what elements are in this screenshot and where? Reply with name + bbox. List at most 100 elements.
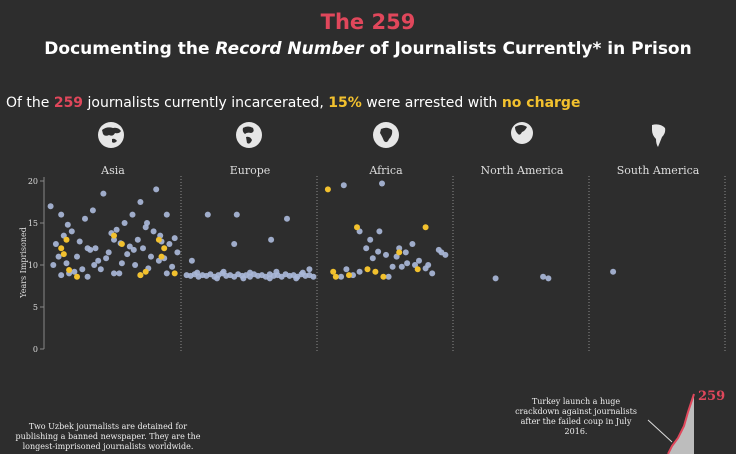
point-charged-asia bbox=[124, 251, 131, 258]
point-charged-europe bbox=[231, 241, 238, 247]
point-charged-africa bbox=[343, 266, 350, 273]
point-charged-europe bbox=[310, 273, 317, 280]
y-tick-label: 0 bbox=[33, 345, 38, 354]
point-charged-asia bbox=[97, 266, 104, 273]
point-charged-africa bbox=[402, 249, 409, 256]
point-charged-asia bbox=[58, 211, 65, 218]
globe-icon-asia bbox=[98, 122, 124, 148]
point-charged-europe bbox=[306, 266, 313, 273]
point-charged-europe bbox=[240, 275, 247, 282]
point-charged-europe bbox=[284, 215, 290, 222]
point-charged-europe bbox=[293, 275, 300, 282]
point-charged-north-america bbox=[540, 273, 547, 280]
point-charged-asia bbox=[113, 226, 120, 233]
point-no-charge-asia bbox=[58, 245, 65, 252]
y-tick-label: 20 bbox=[28, 177, 38, 186]
globe-icon-north-america bbox=[511, 122, 533, 144]
turkey-annotation: Turkey launch a huge crackdown against j… bbox=[515, 397, 637, 436]
point-no-charge-asia bbox=[137, 272, 144, 279]
point-charged-asia bbox=[84, 273, 91, 280]
point-charged-africa bbox=[409, 241, 416, 247]
point-charged-asia bbox=[95, 257, 102, 264]
point-charged-africa bbox=[425, 262, 432, 268]
point-no-charge-asia bbox=[63, 236, 70, 243]
page-subtitle: Documenting the Record Number of Journal… bbox=[0, 39, 736, 59]
point-charged-asia bbox=[71, 268, 78, 275]
y-tick-label: 5 bbox=[33, 303, 38, 312]
point-no-charge-africa bbox=[364, 266, 371, 273]
region-label-europe: Europe bbox=[229, 164, 271, 177]
y-tick-label: 10 bbox=[28, 261, 38, 270]
point-no-charge-africa bbox=[380, 273, 387, 280]
point-charged-asia bbox=[89, 207, 96, 214]
point-charged-asia bbox=[50, 262, 57, 268]
summary-highlight: no charge bbox=[501, 95, 581, 111]
point-charged-asia bbox=[163, 270, 170, 277]
point-charged-asia bbox=[126, 243, 133, 250]
point-no-charge-africa bbox=[422, 224, 429, 231]
point-charged-africa bbox=[389, 263, 396, 270]
point-charged-africa bbox=[429, 270, 436, 277]
summary-sentence: Of the 259 journalists currently incarce… bbox=[6, 95, 580, 111]
point-charged-asia bbox=[63, 260, 70, 267]
summary-middle2: were arrested with bbox=[361, 95, 502, 111]
point-charged-asia bbox=[91, 262, 98, 268]
point-charged-africa bbox=[438, 249, 445, 256]
summary-middle: journalists currently incarcerated, bbox=[83, 95, 329, 111]
point-charged-asia bbox=[82, 215, 88, 222]
point-charged-asia bbox=[111, 270, 117, 277]
point-charged-africa bbox=[404, 260, 411, 267]
point-charged-africa bbox=[367, 236, 374, 243]
point-charged-europe bbox=[247, 269, 253, 276]
point-charged-asia bbox=[100, 190, 107, 197]
point-charged-asia bbox=[140, 245, 146, 252]
growth-area bbox=[668, 394, 694, 454]
point-charged-asia bbox=[111, 236, 117, 243]
point-charged-asia bbox=[169, 263, 176, 270]
summary-prefix: Of the bbox=[6, 95, 54, 111]
uzbek-annotation: Two Uzbek journalists are detained for p… bbox=[15, 422, 201, 451]
point-charged-africa bbox=[383, 251, 389, 258]
region-label-south-america: South America bbox=[616, 164, 700, 177]
point-charged-africa bbox=[340, 182, 347, 189]
point-charged-south-america bbox=[610, 268, 617, 275]
point-charged-asia bbox=[58, 272, 65, 279]
point-no-charge-asia bbox=[111, 232, 117, 239]
annotation-pointer bbox=[647, 419, 673, 443]
point-charged-africa bbox=[369, 255, 376, 262]
point-charged-europe bbox=[194, 269, 201, 276]
point-charged-asia bbox=[55, 253, 62, 260]
point-no-charge-africa bbox=[330, 268, 337, 275]
globe-icon-africa bbox=[373, 122, 399, 148]
point-charged-asia bbox=[174, 249, 181, 256]
point-charged-africa bbox=[363, 245, 370, 252]
growth-line bbox=[667, 393, 695, 454]
point-charged-europe bbox=[204, 211, 211, 218]
point-charged-africa bbox=[376, 228, 383, 235]
point-charged-asia bbox=[87, 246, 94, 253]
point-charged-europe bbox=[188, 257, 195, 264]
point-charged-europe bbox=[214, 275, 220, 282]
point-charged-europe bbox=[268, 236, 275, 243]
region-label-north-america: North America bbox=[480, 164, 564, 177]
point-charged-asia bbox=[137, 199, 144, 205]
point-charged-asia bbox=[47, 203, 54, 210]
point-charged-asia bbox=[79, 266, 86, 273]
page-title: The 259 bbox=[320, 10, 416, 34]
point-charged-africa bbox=[396, 245, 403, 252]
point-charged-asia bbox=[132, 262, 139, 268]
point-charged-asia bbox=[68, 228, 75, 235]
point-no-charge-africa bbox=[414, 266, 421, 273]
point-no-charge-asia bbox=[118, 241, 125, 247]
point-charged-asia bbox=[166, 241, 173, 247]
point-no-charge-africa bbox=[346, 272, 352, 279]
point-charged-africa bbox=[416, 257, 422, 264]
point-charged-asia bbox=[153, 186, 160, 193]
point-charged-asia bbox=[148, 253, 154, 260]
point-no-charge-africa bbox=[332, 273, 339, 280]
point-charged-asia bbox=[118, 260, 125, 267]
point-charged-europe bbox=[266, 275, 273, 282]
point-charged-africa bbox=[385, 273, 392, 280]
point-charged-north-america bbox=[545, 275, 552, 282]
